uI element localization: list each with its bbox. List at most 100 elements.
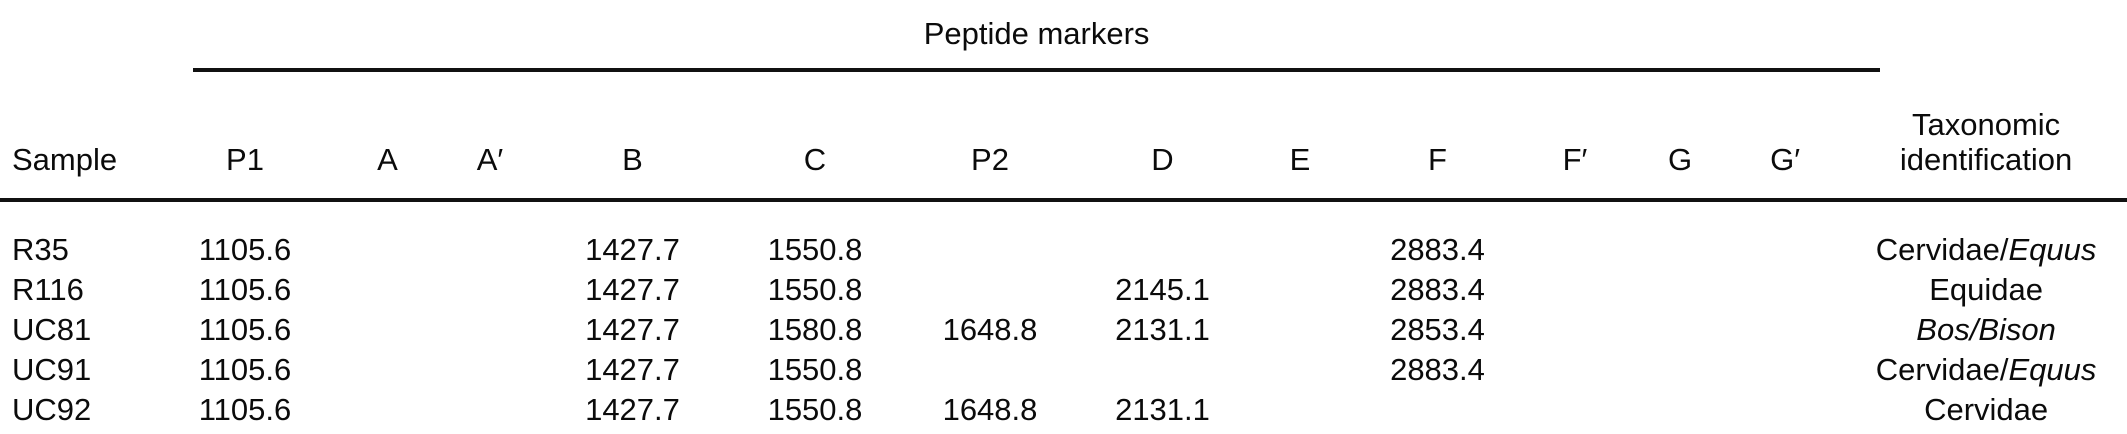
cell-c: 1550.8 <box>767 352 863 388</box>
taxon-roman: Cervidae <box>1924 392 2049 428</box>
cell-g-prime <box>1725 270 1845 310</box>
col-header-a-prime: A′ <box>450 72 530 202</box>
group-header-spacer-left <box>0 0 165 72</box>
cell-b: 1427.7 <box>585 312 680 348</box>
cell-p2 <box>895 200 1085 270</box>
cell-taxonomic: Cervidae <box>1845 390 2127 434</box>
cell-a <box>325 310 450 350</box>
cell-f-prime <box>1515 350 1635 390</box>
cell-taxonomic: Cervidae/Equus <box>1845 350 2127 390</box>
cell-e <box>1240 350 1360 390</box>
cell-c: 1580.8 <box>767 312 863 348</box>
cell-g <box>1635 390 1725 434</box>
cell-c: 1550.8 <box>767 232 863 268</box>
taxon-roman: Cervidae/ <box>1875 352 2009 388</box>
cell-sample: UC92 <box>0 390 165 434</box>
cell-taxonomic: Bos/Bison <box>1845 310 2127 350</box>
cell-g-prime <box>1725 310 1845 350</box>
col-header-p2: P2 <box>895 72 1085 202</box>
table-row: UC91 1105.6 1427.7 1550.8 2883.4 Cervida… <box>0 350 2127 390</box>
cell-a <box>325 270 450 310</box>
cell-sample: UC81 <box>12 312 92 348</box>
cell-p1: 1105.6 <box>198 272 292 308</box>
cell-b: 1427.7 <box>585 272 680 308</box>
col-header-b: B <box>530 72 735 202</box>
cell-f-prime <box>1515 390 1635 434</box>
cell-b: 1427.7 <box>585 232 680 268</box>
cell-g-prime <box>1725 390 1846 434</box>
col-header-g-prime: G′ <box>1725 72 1846 202</box>
cell-f: 2853.4 <box>1390 312 1485 348</box>
cell-p2 <box>895 270 1085 310</box>
cell-c: 1550.8 <box>735 390 895 434</box>
table-row: UC81 1105.6 1427.7 1580.8 1648.8 2131.1 … <box>0 310 2127 350</box>
cell-e <box>1240 390 1360 434</box>
cell-sample: UC91 <box>12 352 92 388</box>
cell-d <box>1085 350 1240 390</box>
col-header-g: G <box>1635 72 1725 202</box>
cell-p1: 1105.6 <box>198 312 292 348</box>
cell-b: 1427.7 <box>530 390 735 434</box>
cell-d <box>1085 200 1240 270</box>
cell-f-prime <box>1515 200 1635 270</box>
cell-f: 2883.4 <box>1390 352 1485 388</box>
cell-a-prime <box>450 350 530 390</box>
group-header-rule: Peptide markers <box>193 0 1881 72</box>
taxon-roman: Cervidae/ <box>1875 232 2009 268</box>
cell-f-prime <box>1515 270 1635 310</box>
cell-g <box>1635 310 1725 350</box>
cell-c: 1550.8 <box>767 272 863 308</box>
cell-e <box>1240 310 1360 350</box>
column-header-row: Sample P1 A A′ B C P2 D E F F′ G G′ Taxo… <box>0 72 2127 202</box>
cell-d: 2131.1 <box>1085 390 1240 434</box>
group-header-spacer-right <box>1845 0 2127 72</box>
cell-a <box>325 350 450 390</box>
cell-a-prime <box>450 270 530 310</box>
col-header-e: E <box>1240 72 1360 202</box>
cell-sample: R116 <box>12 272 84 308</box>
col-header-a: A <box>325 72 450 202</box>
cell-g <box>1635 350 1725 390</box>
col-header-sample: Sample <box>0 72 165 202</box>
cell-a <box>325 200 450 270</box>
cell-p2: 1648.8 <box>942 312 1038 348</box>
cell-a-prime <box>450 390 530 434</box>
cell-g-prime <box>1725 200 1845 270</box>
taxonomic-header-line2: identification <box>1899 142 2073 178</box>
taxon-roman: Equidae <box>1929 272 2043 308</box>
cell-g <box>1635 270 1725 310</box>
cell-d: 2131.1 <box>1115 312 1210 348</box>
cell-a-prime <box>450 310 530 350</box>
cell-e <box>1240 200 1360 270</box>
group-header-row: Peptide markers <box>0 0 2127 72</box>
cell-d: 2145.1 <box>1115 272 1210 308</box>
table-row: R35 1105.6 1427.7 1550.8 2883.4 Cervidae… <box>0 200 2127 270</box>
cell-p1: 1105.6 <box>198 232 292 268</box>
cell-f <box>1360 390 1515 434</box>
cell-sample: R35 <box>12 232 69 268</box>
cell-b: 1427.7 <box>585 352 680 388</box>
taxonomic-header-line1: Taxonomic <box>1912 106 2061 142</box>
col-header-d: D <box>1085 72 1240 202</box>
col-header-taxonomic: Taxonomic identification <box>1845 72 2127 202</box>
cell-taxonomic: Equidae <box>1845 270 2127 310</box>
cell-f-prime <box>1515 310 1635 350</box>
col-header-f: F <box>1360 72 1515 202</box>
col-header-c: C <box>735 72 895 202</box>
col-header-f-prime: F′ <box>1515 72 1635 202</box>
cell-a <box>325 390 450 434</box>
table-row: R116 1105.6 1427.7 1550.8 2145.1 2883.4 … <box>0 270 2127 310</box>
group-header-label: Peptide markers <box>923 16 1150 52</box>
cell-p2: 1648.8 <box>895 390 1085 434</box>
taxon-italic: Equus <box>2008 232 2097 268</box>
cell-e <box>1240 270 1360 310</box>
taxon-italic: Bos/Bison <box>1916 312 2056 348</box>
cell-g-prime <box>1725 350 1845 390</box>
cell-p1: 1105.6 <box>198 352 292 388</box>
cell-p1: 1105.6 <box>165 390 325 434</box>
taxon-italic: Equus <box>2008 352 2097 388</box>
table-row: UC92 1105.6 1427.7 1550.8 1648.8 2131.1 … <box>0 390 2127 434</box>
cell-a-prime <box>450 200 530 270</box>
col-header-p1: P1 <box>165 72 325 202</box>
